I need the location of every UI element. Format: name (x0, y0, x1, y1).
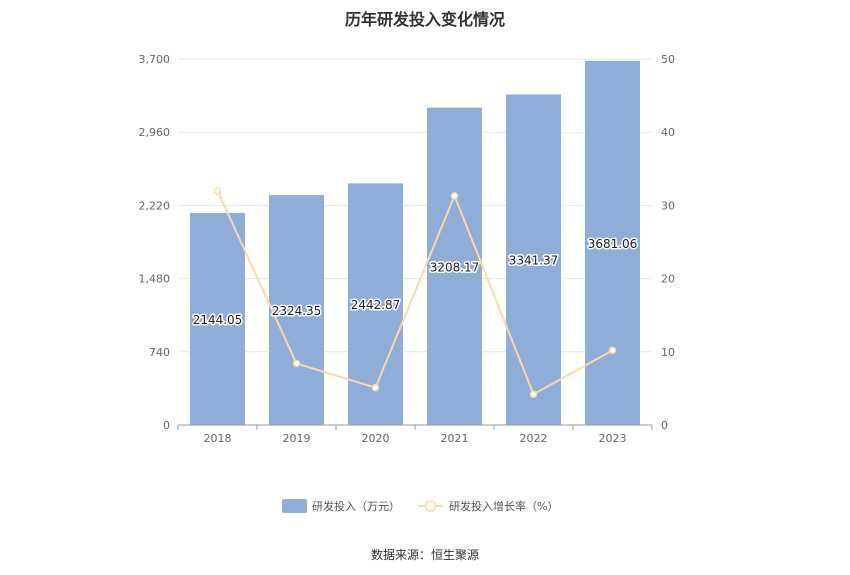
bar (269, 195, 324, 425)
bar-data-label: 3341.37 (509, 254, 559, 268)
growth-rate-point (529, 390, 538, 399)
y-right-tick-label: 0 (661, 419, 668, 432)
bar-data-label: 2442.87 (351, 298, 401, 312)
legend-line-marker (424, 500, 437, 512)
bar-data-label: 3681.06 (588, 237, 638, 251)
growth-rate-line (216, 190, 613, 396)
y-right-tick-label: 50 (661, 53, 675, 66)
bar-data-label: 3208.17 (430, 260, 480, 274)
y-right-tick-label: 40 (661, 126, 675, 139)
source-note: 数据来源：恒生聚源 (370, 548, 479, 562)
x-tick-label: 2022 (520, 432, 548, 445)
y-left-tick-label: 2,220 (139, 199, 171, 212)
y-right-tick-label: 10 (661, 346, 675, 359)
bar (585, 60, 640, 425)
growth-rate-point (608, 346, 617, 355)
bar (190, 212, 245, 425)
x-tick-label: 2019 (283, 432, 311, 445)
x-tick-label: 2020 (362, 432, 390, 445)
y-right-tick-label: 30 (661, 199, 675, 212)
legend-line-label: 研发投入增长率（%） (449, 499, 558, 513)
x-tick-label: 2023 (599, 432, 627, 445)
legend-bar-label: 研发投入（万元） (312, 499, 400, 513)
x-tick-label: 2021 (441, 432, 469, 445)
bar-data-label: 2324.35 (272, 304, 322, 318)
bar (427, 107, 482, 425)
chart-title: 历年研发投入变化情况 (344, 10, 505, 29)
y-right-tick-label: 20 (661, 273, 675, 286)
growth-rate-point (292, 359, 301, 368)
bar (506, 94, 561, 426)
growth-rate-point (371, 383, 380, 392)
y-left-tick-label: 740 (149, 346, 170, 359)
y-left-tick-label: 1,480 (139, 273, 171, 286)
y-left-tick-label: 3,700 (139, 53, 171, 66)
growth-rate-point (213, 187, 222, 195)
x-tick-label: 2018 (204, 432, 232, 445)
y-left-tick-label: 2,960 (139, 126, 171, 139)
bar-data-label: 2144.05 (193, 313, 243, 327)
y-left-tick-label: 0 (163, 419, 170, 432)
growth-rate-point (450, 192, 459, 200)
legend-bar-swatch (282, 499, 307, 513)
